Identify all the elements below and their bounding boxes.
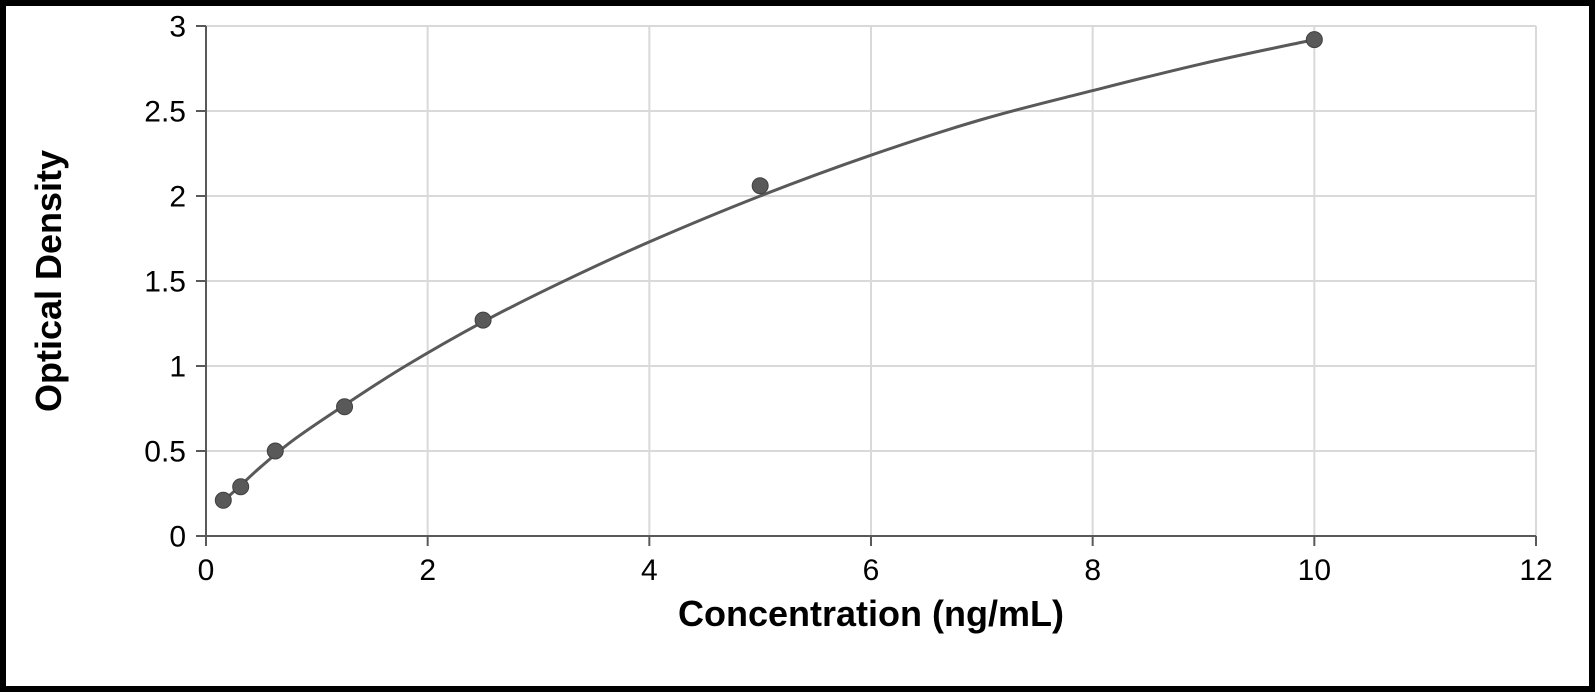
x-tick-label: 6 <box>863 554 880 587</box>
x-tick-label: 12 <box>1519 554 1552 587</box>
x-tick-label: 4 <box>641 554 658 587</box>
data-marker <box>752 178 768 194</box>
data-marker <box>1306 32 1322 48</box>
x-tick-label: 10 <box>1298 554 1331 587</box>
y-tick-label: 2 <box>169 181 186 214</box>
x-tick-label: 0 <box>198 554 215 587</box>
chart-frame: 0 2 4 6 8 10 12 0 0.5 1 1.5 2 2.5 3 Concentration (ng/… <box>0 0 1595 692</box>
data-marker <box>233 479 249 495</box>
y-tick-label: 1 <box>169 351 186 384</box>
data-marker <box>215 492 231 508</box>
data-marker <box>267 443 283 459</box>
y-tick-label: 1.5 <box>144 266 186 299</box>
y-tick-label: 0.5 <box>144 436 186 469</box>
x-tick-label: 2 <box>419 554 436 587</box>
data-marker <box>475 312 491 328</box>
data-marker <box>337 399 353 415</box>
y-tick-label: 0 <box>169 521 186 554</box>
y-tick-label: 2.5 <box>144 96 186 129</box>
x-tick-label: 8 <box>1084 554 1101 587</box>
y-axis-label: Optical Density <box>28 150 69 412</box>
y-tick-label: 3 <box>169 11 186 44</box>
chart-svg: 0 2 4 6 8 10 12 0 0.5 1 1.5 2 2.5 3 Concentration (ng/… <box>6 6 1589 686</box>
x-axis-label: Concentration (ng/mL) <box>678 593 1064 634</box>
